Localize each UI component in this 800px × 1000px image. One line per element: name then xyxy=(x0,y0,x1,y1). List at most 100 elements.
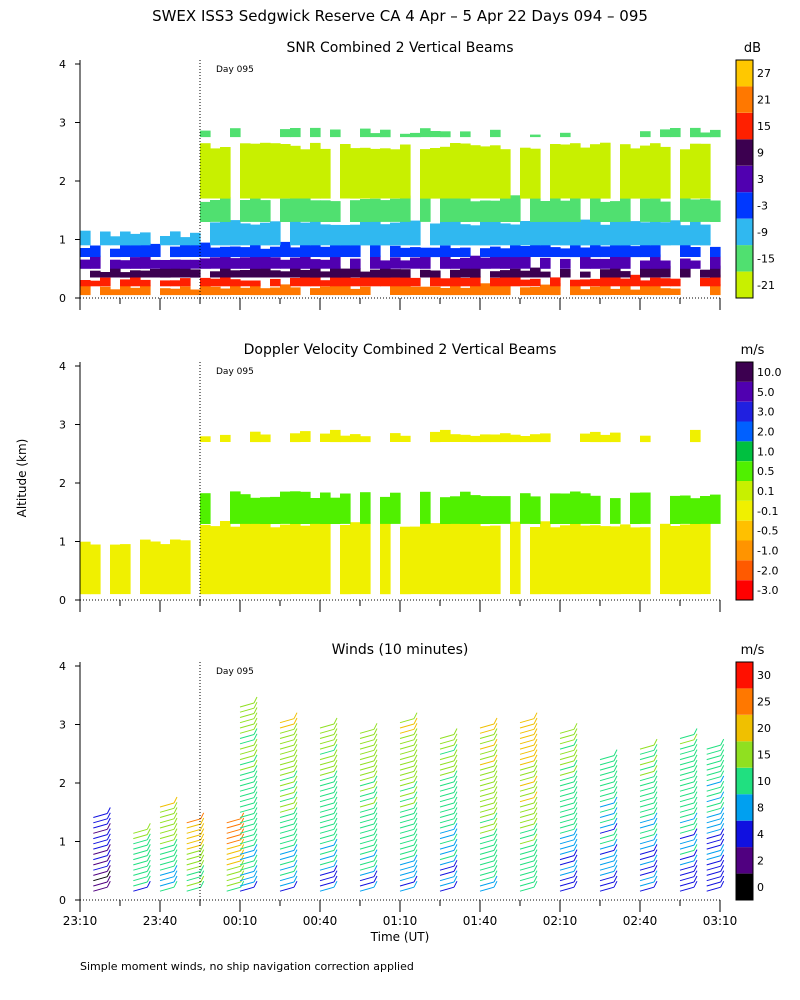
data-cell xyxy=(120,231,131,246)
wind-barb xyxy=(519,755,535,761)
colorbar-label: -1.0 xyxy=(757,544,778,557)
wind-barb xyxy=(479,855,495,861)
data-cell xyxy=(260,434,271,443)
data-cell xyxy=(390,269,401,278)
wind-barb xyxy=(239,834,255,840)
wind-barb-flag xyxy=(293,733,298,741)
data-cell xyxy=(330,129,341,138)
wind-barb-flag xyxy=(240,838,245,846)
data-cell xyxy=(350,244,361,258)
colorbar-label: 1.0 xyxy=(757,445,775,458)
wind-barb-flag xyxy=(693,754,698,762)
data-cell xyxy=(580,279,591,287)
wind-barb-flag xyxy=(693,844,698,851)
wind-barb-flag xyxy=(493,817,498,825)
wind-barb-flag xyxy=(720,870,725,877)
wind-barb-flag xyxy=(333,749,338,756)
wind-barb-flag xyxy=(413,780,418,788)
data-cell xyxy=(650,242,661,258)
wind-barb xyxy=(319,760,335,766)
data-cell xyxy=(390,285,401,295)
wind-barb-flag xyxy=(253,849,258,856)
wind-barb-flag xyxy=(493,875,498,883)
colorbar-label: 4 xyxy=(757,828,764,841)
data-cell xyxy=(400,283,411,296)
data-cell xyxy=(110,236,121,246)
wind-barb-flag xyxy=(653,844,658,851)
data-cell xyxy=(640,527,651,595)
wind-barb-flag xyxy=(253,744,258,751)
wind-barb-flag xyxy=(293,854,298,862)
wind-barb xyxy=(279,728,295,734)
x-tick-label: 23:40 xyxy=(143,914,178,928)
data-cell xyxy=(250,198,261,222)
wind-barb xyxy=(639,828,655,834)
data-cell xyxy=(460,523,471,595)
wind-barb-flag xyxy=(253,712,258,719)
wind-barb-flag xyxy=(493,859,498,867)
wind-barb-flag xyxy=(453,828,458,835)
wind-barb xyxy=(399,839,415,845)
data-cell xyxy=(240,200,251,222)
data-cell xyxy=(170,259,181,269)
wind-barb xyxy=(559,749,575,755)
wind-barb-flag xyxy=(413,770,418,777)
wind-barb xyxy=(239,828,255,834)
colorbar-swatch xyxy=(736,112,753,140)
wind-barb xyxy=(559,765,575,771)
wind-barb-flag xyxy=(493,786,498,793)
wind-barb-flag xyxy=(653,812,658,820)
data-cell xyxy=(440,288,451,296)
wind-barb xyxy=(279,813,295,818)
wind-barb xyxy=(399,886,415,892)
data-cell xyxy=(230,220,241,246)
wind-barb-flag xyxy=(720,849,725,856)
wind-barb-flag xyxy=(240,870,245,877)
wind-barb-flag xyxy=(253,723,258,730)
data-cell xyxy=(420,247,431,258)
wind-barb xyxy=(239,728,255,734)
wind-barb xyxy=(279,870,295,876)
wind-barb xyxy=(319,823,335,829)
data-cell xyxy=(180,540,191,595)
wind-barb-flag xyxy=(146,833,151,841)
wind-barb-flag xyxy=(573,817,578,825)
data-cell xyxy=(650,195,661,222)
wind-barb-flag xyxy=(333,765,338,772)
colorbar-label: -3.0 xyxy=(757,584,778,597)
data-cell xyxy=(460,287,471,296)
wind-barb xyxy=(439,876,455,882)
data-cell xyxy=(140,232,151,246)
data-cell xyxy=(240,247,251,257)
data-cell xyxy=(220,147,231,199)
wind-barb xyxy=(133,876,148,882)
wind-barb xyxy=(359,760,375,766)
wind-barb xyxy=(319,723,335,729)
wind-barb-flag xyxy=(253,754,258,762)
data-cell xyxy=(330,201,341,222)
wind-barb-flag xyxy=(653,817,658,825)
colorbar-swatch xyxy=(736,362,753,382)
wind-barb-flag xyxy=(653,759,658,767)
wind-barb xyxy=(226,876,241,882)
data-cell xyxy=(170,539,181,595)
data-cell xyxy=(420,520,431,595)
wind-barb-flag xyxy=(653,738,658,746)
wind-barb xyxy=(399,818,415,824)
data-cell xyxy=(100,272,111,278)
wind-barb xyxy=(159,849,175,855)
data-cell xyxy=(520,246,531,257)
wind-barb-flag xyxy=(693,759,698,767)
data-cell xyxy=(600,526,611,595)
wind-barb xyxy=(679,786,695,792)
wind-barb xyxy=(359,765,375,771)
wind-barb-flag xyxy=(293,812,298,820)
data-cell xyxy=(680,149,691,199)
wind-barb-flag xyxy=(613,859,618,867)
wind-barb xyxy=(439,739,455,745)
data-cell xyxy=(610,244,621,257)
wind-barb xyxy=(559,755,575,761)
colorbar-label: 25 xyxy=(757,696,771,709)
wind-barb-flag xyxy=(413,749,418,756)
wind-barb-flag xyxy=(453,749,458,756)
